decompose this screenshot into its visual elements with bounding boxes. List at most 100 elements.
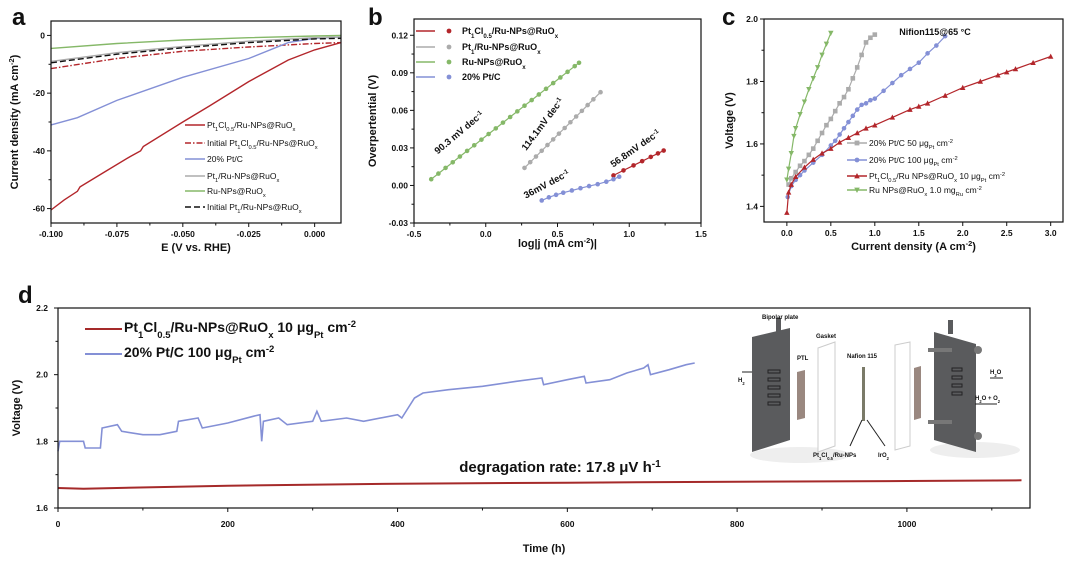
data-point (819, 150, 825, 156)
data-point (515, 109, 520, 114)
legend-label: 20% Pt/C 100 μgPt cm-2 (869, 155, 958, 168)
data-point (621, 168, 626, 173)
data-point (553, 192, 559, 198)
series-line-0 (50, 41, 342, 211)
x-axis-label: Time (h) (523, 543, 566, 555)
inset-label-bipolar-plate: Bipolar plate (762, 315, 799, 321)
data-point (868, 97, 873, 103)
data-point (569, 188, 575, 193)
data-point (471, 142, 477, 148)
data-point (479, 137, 484, 142)
data-point (828, 143, 834, 148)
left-ptl-icon (797, 370, 805, 420)
data-point (960, 84, 966, 91)
data-point (579, 108, 585, 114)
x-tick-label: 0.000 (304, 229, 326, 239)
data-point (814, 65, 821, 71)
legend-label: Ru NPs@RuOx 1.0 mgRu cm-2 (869, 185, 982, 198)
legend-label: Pt1Cl0.5/Ru-NPs@RuOx (462, 26, 559, 40)
x-tick-label: -0.025 (237, 229, 261, 239)
data-point (850, 113, 856, 119)
data-point (568, 119, 573, 125)
data-point (934, 43, 939, 48)
panel-label-a: a (12, 4, 26, 31)
x-tick-label: 1.5 (695, 229, 707, 239)
y-tick-label: 0.12 (391, 30, 408, 40)
inset-label-cathode: Pt1Cl0.5/Ru-NPs (813, 453, 857, 461)
x-tick-label: 1.0 (623, 229, 635, 239)
data-point (791, 133, 797, 140)
data-point (810, 146, 816, 151)
x-tick-label: 3.0 (1045, 228, 1057, 238)
data-point (793, 169, 798, 175)
data-point (578, 185, 583, 191)
data-point (539, 198, 545, 203)
data-point (859, 52, 864, 58)
data-point (1004, 69, 1010, 75)
x-tick-label: 0.0 (781, 228, 793, 238)
data-point (786, 182, 791, 187)
data-point (832, 108, 838, 114)
chart-a: -0.100 -0.075 -0.050 -0.025 0.000 0 -20 -40 -60 E… (7, 20, 342, 254)
data-point (788, 181, 794, 187)
series-line-3 (50, 36, 342, 63)
panel-label-d: d (18, 282, 33, 309)
legend-label: Pt1Cl0.5/Ru-NPs@RuOx (207, 120, 296, 133)
data-point (545, 142, 550, 148)
series-group (428, 60, 666, 203)
annotation: 90.3 mV dec-1 (432, 109, 486, 157)
data-point (801, 99, 808, 105)
data-point (560, 190, 566, 196)
data-point (655, 151, 661, 156)
legend-item: Pt1Cl0.5/Ru-NPs@RuOx (185, 120, 296, 133)
y-tick-label: 2.0 (746, 14, 758, 24)
data-point (428, 176, 434, 182)
data-point (823, 41, 830, 47)
data-point (854, 187, 860, 193)
data-point (1047, 53, 1054, 59)
data-point (486, 131, 491, 137)
legend-item: 20% Pt/C 100 μgPt cm-2 (847, 155, 958, 168)
data-point (916, 103, 922, 109)
data-point (785, 166, 792, 172)
x-tick-label: 0 (56, 519, 61, 529)
data-point (797, 111, 803, 118)
data-point (446, 28, 452, 34)
data-point (806, 86, 812, 93)
data-point (788, 175, 794, 181)
series-line-2 (50, 36, 342, 126)
data-point (631, 163, 636, 168)
data-point (924, 100, 931, 106)
x-tick-label: 600 (560, 519, 574, 529)
legend-label: Ru-NPs@RuOx (462, 57, 526, 71)
data-point (573, 114, 579, 119)
y-tick-label: 1.4 (746, 201, 758, 211)
data-point (522, 103, 527, 109)
data-point (854, 140, 860, 146)
data-point (446, 59, 452, 65)
data-point (863, 101, 869, 106)
y-tick-label: -40 (33, 146, 46, 156)
data-point (837, 132, 842, 137)
annotation: degragation rate: 17.8 μV h-1 (459, 459, 661, 477)
flow-channel-icon (767, 369, 781, 406)
data-point (436, 171, 441, 176)
plot-frame (50, 20, 342, 224)
series-line-4 (50, 34, 342, 50)
data-point (546, 195, 552, 200)
legend-item: Pt1Cl0.5/Ru-NPs@RuOx (416, 26, 559, 40)
legend-item: Initial Pt1Cl0.5/Ru-NPs@RuOx (185, 138, 318, 151)
legend-label: Pt1Cl0.5/Ru-NPs@RuOx 10 μgPt cm-2 (124, 319, 356, 341)
inset-label-h2o-o2: H2O + O2 (975, 396, 1001, 404)
data-point (1030, 59, 1036, 66)
data-point (850, 76, 856, 81)
x-tick-label: -0.5 (407, 229, 422, 239)
data-point (819, 52, 825, 58)
series-line-1 (50, 41, 342, 70)
legend-item: 20% Pt/C 50 μgPt cm-2 (847, 138, 953, 151)
data-point (595, 181, 600, 187)
data-point (872, 122, 878, 128)
data-point (828, 30, 834, 36)
inset-label-h2o: H2O (990, 370, 1002, 378)
